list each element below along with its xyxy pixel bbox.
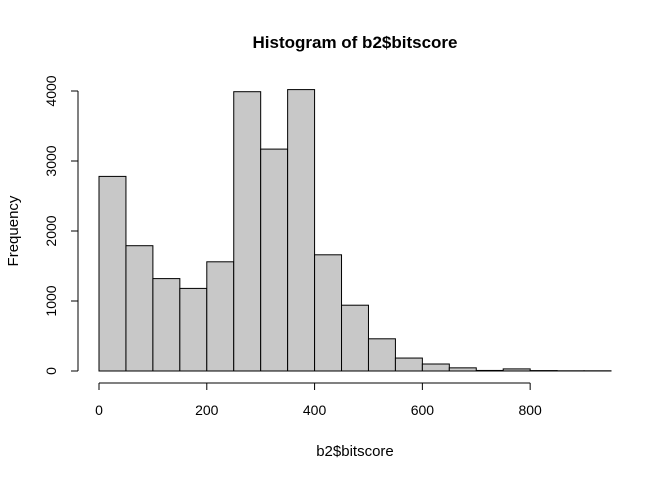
y-axis-label: Frequency — [5, 195, 22, 266]
histogram-bar-11 — [395, 358, 422, 371]
x-axis-label: b2$bitscore — [316, 443, 394, 460]
histogram-bar-5 — [234, 92, 261, 371]
x-axis: 0 200 400 600 800 — [95, 383, 542, 418]
y-axis: 0 1000 2000 3000 4000 — [43, 75, 78, 375]
histogram-bar-14 — [476, 370, 503, 371]
x-tick-label-1: 200 — [195, 402, 219, 418]
histogram-bar-13 — [449, 368, 476, 371]
histogram-bar-9 — [342, 305, 369, 371]
x-tick-label-2: 400 — [303, 402, 327, 418]
y-tick-label-0: 0 — [43, 367, 59, 375]
histogram-bar-2 — [153, 279, 180, 371]
histogram-bar-8 — [315, 255, 342, 371]
histogram-bar-6 — [261, 149, 288, 371]
histogram-bar-15 — [503, 369, 530, 371]
histogram-bar-4 — [207, 262, 234, 371]
chart-title: Histogram of b2$bitscore — [253, 33, 458, 52]
x-tick-label-3: 600 — [411, 402, 435, 418]
histogram-bar-3 — [180, 288, 207, 371]
x-tick-label-0: 0 — [95, 402, 103, 418]
histogram-bar-10 — [368, 339, 395, 371]
histogram-bar-12 — [422, 364, 449, 371]
y-tick-label-4: 4000 — [43, 75, 59, 106]
y-tick-label-3: 3000 — [43, 145, 59, 176]
bars-group — [99, 90, 611, 371]
x-tick-label-4: 800 — [518, 402, 542, 418]
y-tick-label-2: 2000 — [43, 215, 59, 246]
histogram-bar-7 — [288, 90, 315, 371]
y-tick-label-1: 1000 — [43, 285, 59, 316]
histogram-bar-1 — [126, 246, 153, 371]
histogram-bar-0 — [99, 176, 126, 371]
